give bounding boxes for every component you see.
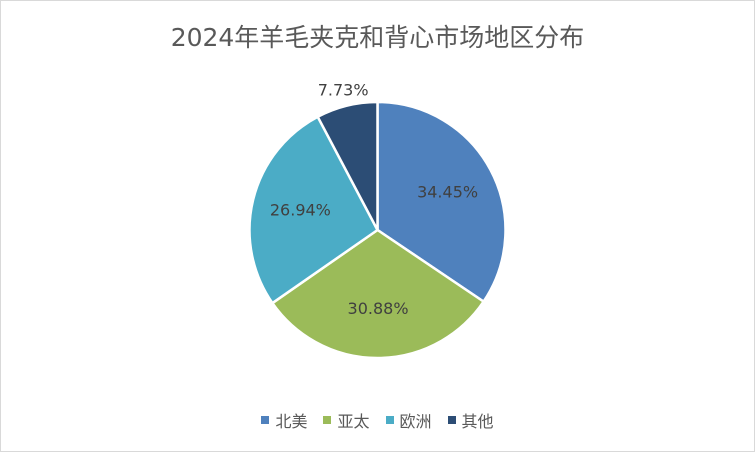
legend-label: 北美 bbox=[275, 412, 308, 431]
legend-label: 欧洲 bbox=[399, 412, 432, 431]
pie-slice-other bbox=[316, 100, 379, 231]
legend-item-north-america: 北美 bbox=[261, 408, 307, 432]
legend-item-asia-pacific: 亚太 bbox=[323, 408, 370, 432]
legend-swatch bbox=[385, 416, 394, 424]
legend-swatch bbox=[261, 416, 270, 424]
legend-label: 其他 bbox=[461, 412, 494, 431]
legend-swatch bbox=[447, 416, 456, 424]
data-label-other: 7.73% bbox=[318, 81, 369, 100]
data-label-asia-pacific: 30.88% bbox=[348, 299, 409, 318]
legend: 北美 亚太 欧洲 其他 bbox=[0, 408, 755, 432]
data-label-north-america: 34.45% bbox=[417, 182, 478, 201]
pie-slice-asia-pacific bbox=[270, 228, 486, 360]
pie-slice-europe bbox=[248, 115, 380, 305]
chart-title: 2024年羊毛夹克和背心市场地区分布 bbox=[170, 23, 585, 52]
pie-slice-north-america bbox=[376, 100, 507, 304]
legend-swatch bbox=[323, 416, 332, 424]
legend-item-europe: 欧洲 bbox=[385, 408, 432, 432]
legend-label: 亚太 bbox=[337, 412, 370, 431]
data-label-europe: 26.94% bbox=[270, 201, 331, 220]
legend-item-other: 其他 bbox=[447, 408, 494, 432]
